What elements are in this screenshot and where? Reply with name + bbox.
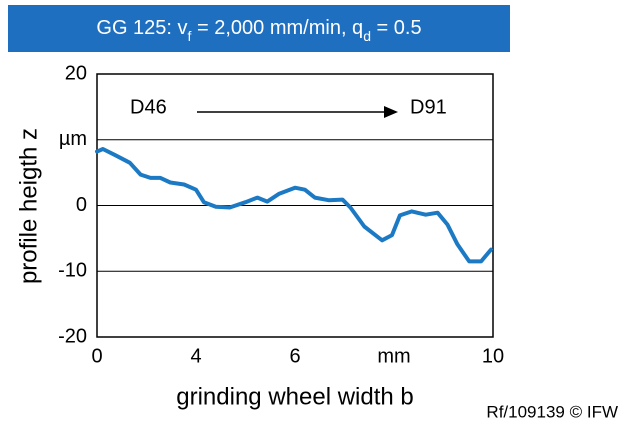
title-bar (8, 5, 510, 52)
annotation: D46 (130, 96, 167, 118)
chart-title: GG 125: vf = 2,000 mm/min, qd = 0.5 (96, 17, 421, 43)
annotation: D91 (410, 96, 447, 118)
title-subscript: f (188, 28, 192, 44)
y-tick-label: 0 (76, 194, 87, 216)
x-tick-label: mm (377, 345, 410, 367)
arrow-head (384, 106, 398, 118)
title-subscript: d (363, 28, 371, 44)
y-tick-label: 20 (65, 62, 87, 84)
title-text: = 2,000 mm/min, q (191, 17, 363, 39)
footnote: Rf/109139 © IFW (486, 402, 618, 421)
x-axis-label: grinding wheel width b (176, 383, 413, 410)
y-tick-label: µm (59, 128, 87, 150)
x-tick-label: 6 (289, 345, 300, 367)
x-tick-label: 10 (482, 345, 504, 367)
x-tick-label: 4 (190, 345, 201, 367)
x-tick-label: 0 (91, 345, 102, 367)
y-tick-label: -20 (58, 325, 87, 347)
y-tick-label: -10 (58, 260, 87, 282)
profile-line (95, 147, 493, 264)
title-text: GG 125: v (96, 17, 187, 39)
title-text: = 0.5 (371, 17, 422, 39)
y-axis-label: profile heigth z (15, 128, 42, 284)
